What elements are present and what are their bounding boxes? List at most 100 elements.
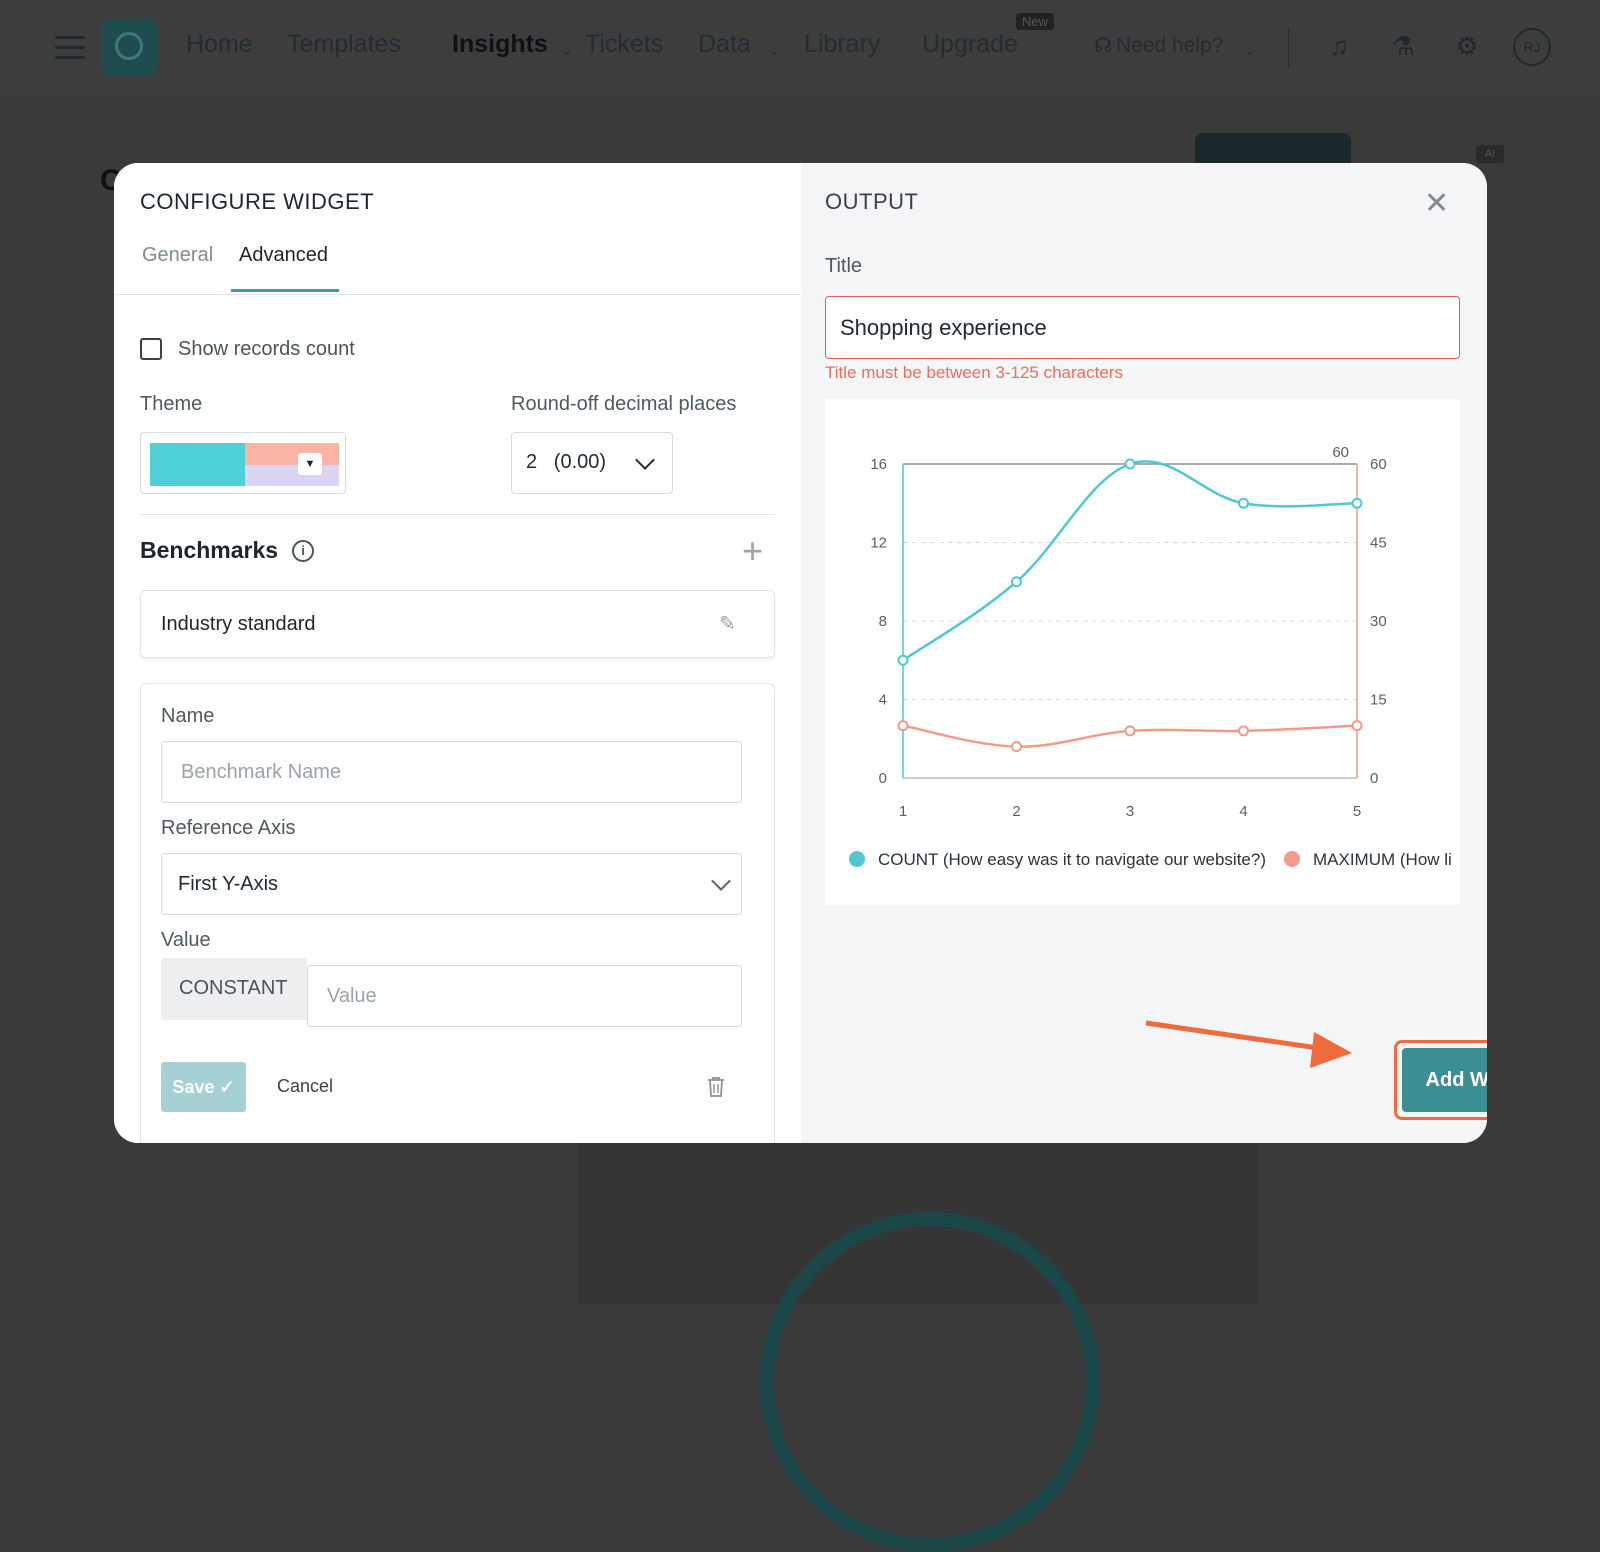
flask-icon[interactable]: ⚗ [1391,31,1415,61]
new-badge: New [1016,13,1055,30]
nav-home[interactable]: Home [186,30,253,58]
chart-preview: 0 4 8 12 16 0 15 30 45 60 60 1 2 3 4 5 COUNT (How easy w… [825,399,1460,905]
x-tick-label: 4 [1239,803,1247,820]
benchmark-name-input[interactable]: Benchmark Name [161,741,742,803]
y-left-tick-label: 4 [879,692,887,709]
x-tick-label: 1 [899,803,907,820]
reference-axis-select[interactable]: First Y-Axis [161,853,742,915]
data-point [1238,497,1249,509]
widget-title-value: Shopping experience [840,315,1047,340]
highlight-outline [1394,1040,1487,1120]
reference-axis-value: First Y-Axis [178,873,279,895]
legend-marker [1284,851,1300,867]
app-logo[interactable] [101,19,158,76]
chevron-down-icon: ⌄ [561,42,573,58]
value-type-select[interactable]: CONSTANT [161,958,307,1020]
chevron-down-icon: ⌄ [768,42,780,58]
configure-panel: CONFIGURE WIDGET General Advanced Show r… [114,163,801,1143]
benchmark-value-input[interactable]: Value [307,965,742,1027]
legend-label: COUNT (How easy was it to navigate our w… [878,850,1266,869]
benchmark-value-placeholder: Value [327,985,377,1007]
bell-icon[interactable]: ♫ [1329,31,1349,61]
benchmark-item[interactable]: Industry standard ✎ [140,590,775,658]
data-point [1124,458,1136,470]
nav-help[interactable]: Need help? [1116,34,1224,57]
gear-icon[interactable]: ⚙ [1455,31,1479,61]
title-label: Title [825,255,863,277]
chevron-down-icon [711,871,731,891]
background-gauge [760,1212,1100,1552]
tab-divider [114,294,801,295]
data-point [1351,720,1363,732]
y-right-tick-label: 30 [1370,613,1387,630]
add-widget-button[interactable]: Add Widget [1402,1048,1487,1112]
theme-picker[interactable]: ▼ [140,432,346,494]
save-button[interactable]: Save ✓ [161,1062,246,1112]
avatar[interactable]: RJ [1513,28,1551,66]
show-records-checkbox[interactable] [140,338,162,360]
value-type-label: CONSTANT [179,977,288,999]
configure-widget-modal: CONFIGURE WIDGET General Advanced Show r… [114,163,1487,1143]
divider [140,514,775,515]
round-off-value: 2 (0.00) [526,451,607,473]
data-point [1351,497,1363,509]
round-off-select[interactable]: 2 (0.00) [511,432,673,494]
benchmark-item-label: Industry standard [161,613,316,635]
theme-label: Theme [140,393,203,415]
y-left-tick-label: 16 [870,456,887,473]
theme-swatch-primary [150,443,245,486]
value-label: Value [161,929,211,951]
nav-insights[interactable]: Insights [452,30,548,58]
tab-general[interactable]: General [142,244,214,266]
close-icon[interactable]: ✕ [1424,187,1450,220]
series-line [902,460,1358,662]
edit-icon[interactable]: ✎ [719,613,736,635]
nav-library[interactable]: Library [804,30,881,58]
x-tick-label: 2 [1012,803,1020,820]
legend-marker [849,851,865,867]
x-tick-label: 3 [1126,803,1134,820]
data-point [897,720,909,732]
benchmark-form: Name Benchmark Name Reference Axis First… [140,683,775,1143]
benchmarks-title: Benchmarks [140,537,279,563]
add-benchmark-icon[interactable]: + [742,530,764,571]
show-records-label: Show records count [178,338,355,360]
chevron-down-icon [635,450,655,470]
nav-templates[interactable]: Templates [287,30,401,58]
benchmark-name-placeholder: Benchmark Name [181,761,342,783]
cancel-button[interactable]: Cancel [277,1076,334,1096]
data-point [897,654,909,666]
top-nav: Home Templates Insights ⌄ Tickets Data ⌄… [0,0,1600,96]
menu-icon[interactable] [55,36,85,60]
tab-advanced[interactable]: Advanced [239,244,328,266]
save-button-label: Save [172,1077,215,1097]
caret-down-icon[interactable]: ▼ [298,453,322,475]
data-point [1124,725,1136,737]
nav-tickets[interactable]: Tickets [585,30,664,58]
output-title: OUTPUT [825,189,919,214]
data-point [1011,741,1022,753]
y-right-tick-label: 15 [1370,692,1387,709]
nav-upgrade[interactable]: Upgrade [922,30,1018,58]
chevron-down-icon: ⌄ [1244,42,1256,58]
info-icon[interactable]: i [292,540,314,562]
trash-icon[interactable] [707,1076,725,1098]
name-label: Name [161,705,215,727]
right-axis-max-label: 60 [1332,444,1349,461]
nav-data[interactable]: Data [698,30,751,58]
ai-badge: AI [1476,145,1504,163]
title-error-message: Title must be between 3-125 characters [825,363,1123,382]
reference-axis-label: Reference Axis [161,817,296,839]
y-left-tick-label: 8 [879,613,887,630]
output-panel: OUTPUT ✕ Title Shopping experience Title… [801,163,1487,1143]
y-right-tick-label: 45 [1370,535,1387,552]
data-point [1011,576,1022,588]
modal-title: CONFIGURE WIDGET [140,189,375,214]
legend-label: MAXIMUM (How li [1313,850,1452,869]
widget-title-input[interactable]: Shopping experience [825,296,1460,359]
data-point [1238,725,1249,737]
headset-icon: ☊ [1094,35,1112,57]
divider [1288,28,1289,68]
annotation-arrow [1145,1020,1352,1068]
active-tab-indicator [231,289,339,292]
